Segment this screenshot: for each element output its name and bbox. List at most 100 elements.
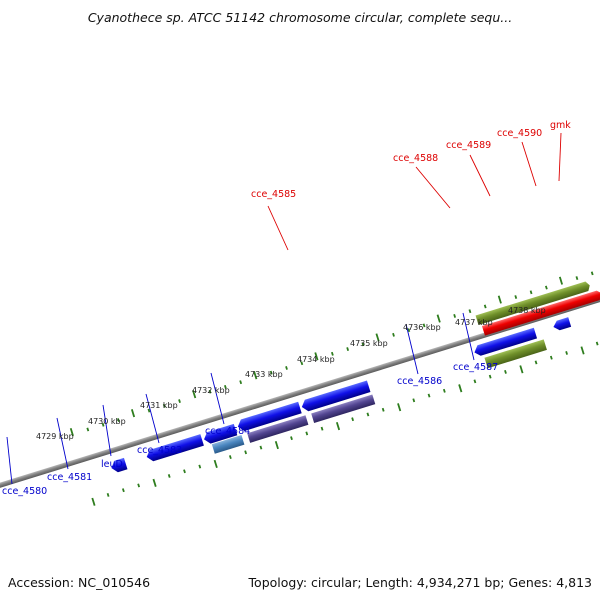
- gene-cce-4581[interactable]: [145, 434, 204, 463]
- minor-tick: [549, 355, 553, 360]
- kbp-label: 4734 kbp: [297, 355, 335, 364]
- minor-tick: [544, 285, 548, 290]
- lower-tick-track: [91, 341, 599, 506]
- kbp-label: 4729 kbp: [36, 432, 74, 441]
- minor-tick: [488, 374, 492, 379]
- gene-label-cce-4581: cce_4581: [47, 472, 92, 483]
- genes-label: Genes:: [508, 575, 553, 590]
- topology-label: Topology:: [248, 575, 308, 590]
- major-tick: [497, 295, 502, 304]
- minor-tick: [422, 323, 426, 328]
- minor-tick: [529, 290, 533, 295]
- kbp-label: 4731 kbp: [140, 401, 178, 410]
- kbp-label: 4738 kbp: [508, 306, 546, 315]
- major-tick: [274, 440, 279, 450]
- gene-cce-4587[interactable]: [552, 317, 572, 332]
- accession-value: NC_010546: [78, 575, 151, 590]
- minor-tick: [473, 379, 477, 384]
- minor-tick: [320, 426, 324, 431]
- gene-cce-4586-blue[interactable]: [473, 327, 538, 357]
- major-tick: [375, 333, 380, 342]
- gene-cce-4584-blue[interactable]: [300, 380, 371, 413]
- minor-tick: [300, 361, 304, 366]
- gene-cce-4584-purple[interactable]: [311, 394, 376, 424]
- gene-label-cce-4580: cce_4580: [2, 486, 47, 497]
- gene-cce-4585-green[interactable]: [475, 281, 592, 326]
- major-tick: [335, 422, 341, 431]
- minor-tick: [269, 370, 273, 375]
- minor-tick: [290, 436, 293, 441]
- minor-tick: [366, 412, 370, 417]
- minor-tick: [162, 403, 166, 408]
- minor-tick: [147, 408, 151, 413]
- major-tick: [519, 365, 524, 374]
- minor-tick: [117, 418, 120, 422]
- minor-tick: [442, 388, 446, 393]
- minor-tick: [244, 450, 248, 455]
- minor-tick: [239, 380, 243, 385]
- kbp-label: 4736 kbp: [403, 323, 441, 332]
- minor-tick: [121, 488, 125, 493]
- gene-leuD-steel[interactable]: [211, 435, 245, 454]
- kbp-label: 4730 kbp: [88, 417, 126, 426]
- gene-leuD-blue[interactable]: [202, 423, 238, 445]
- accession-info: Accession: NC_010546: [8, 575, 150, 590]
- minor-tick: [106, 492, 110, 497]
- gene-label-cce-4589: cce_4589: [446, 140, 491, 151]
- minor-tick: [534, 360, 538, 365]
- minor-tick: [381, 407, 385, 412]
- minor-tick: [361, 342, 365, 347]
- gene-cce-4583-blue[interactable]: [236, 401, 302, 433]
- length-value: 4,934,271 bp: [416, 575, 501, 590]
- minor-tick: [412, 398, 416, 403]
- gene-cce-4580[interactable]: [110, 457, 128, 474]
- major-tick: [253, 371, 258, 380]
- major-tick: [152, 478, 157, 487]
- minor-tick: [285, 366, 288, 370]
- minor-tick: [137, 483, 141, 488]
- gene-label-leuD: leuD: [101, 459, 123, 470]
- major-tick: [580, 346, 585, 355]
- minor-tick: [468, 309, 472, 314]
- callout-lines: [6, 132, 562, 485]
- gene-label-cce-4587: cce_4587: [453, 362, 498, 373]
- minor-tick: [453, 313, 457, 318]
- major-tick: [558, 276, 564, 285]
- minor-tick: [331, 351, 334, 356]
- major-tick: [436, 314, 441, 323]
- major-tick: [314, 352, 319, 361]
- minor-tick: [351, 417, 355, 422]
- major-tick: [69, 427, 74, 437]
- minor-tick: [575, 276, 579, 281]
- gene-cce-4585-red[interactable]: [481, 289, 600, 336]
- upper-tick-track: [69, 271, 594, 437]
- minor-tick: [167, 474, 171, 478]
- gene-cce-4586-green[interactable]: [484, 339, 547, 369]
- gene-label-cce-4583: cce_4583: [137, 445, 182, 456]
- minor-tick: [259, 445, 263, 450]
- length-label: Length:: [365, 575, 413, 590]
- genome-summary: Topology: circular; Length: 4,934,271 bp…: [248, 575, 592, 590]
- minor-tick: [590, 271, 594, 276]
- minor-tick: [483, 304, 487, 309]
- minor-tick: [595, 341, 599, 346]
- gene-cce-4583-purple[interactable]: [247, 415, 309, 443]
- kbp-label: 4737 kbp: [455, 318, 493, 327]
- major-tick: [213, 459, 218, 469]
- minor-tick: [224, 384, 227, 389]
- minor-tick: [305, 431, 309, 436]
- minor-tick: [86, 427, 90, 432]
- minor-tick: [565, 351, 568, 355]
- gene-label-cce-4584: cce_4584: [205, 426, 250, 437]
- gene-label-cce-4590: cce_4590: [497, 128, 542, 139]
- kbp-label: 4735 kbp: [350, 339, 388, 348]
- minor-tick: [208, 389, 212, 394]
- gene-label-gmk: gmk: [550, 120, 571, 131]
- topology-value: circular: [311, 575, 358, 590]
- minor-tick: [504, 369, 507, 374]
- kbp-label: 4732 kbp: [192, 386, 230, 395]
- minor-tick: [514, 295, 518, 299]
- minor-tick: [407, 328, 411, 333]
- minor-tick: [198, 464, 202, 469]
